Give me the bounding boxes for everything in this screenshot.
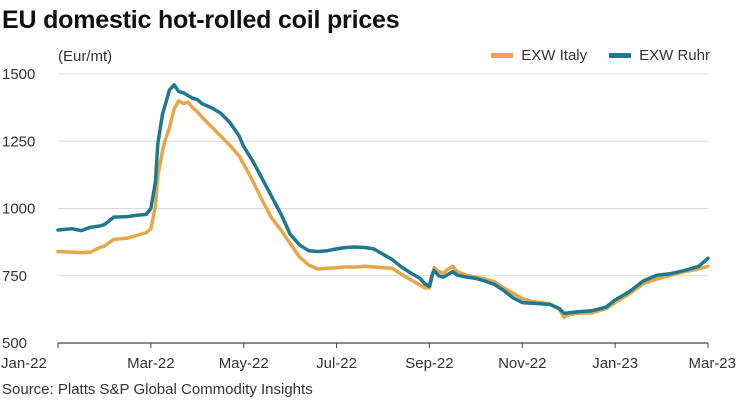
legend: EXW Italy EXW Ruhr [491,47,710,64]
y-tick-label: 500 [2,335,27,352]
legend-swatch-ruhr [609,53,632,58]
x-tick-label: Nov-22 [498,355,546,372]
x-tick-label: Mar-23 [688,355,736,372]
x-tick-label: Jan-22 [1,355,47,372]
y-tick-label: 1500 [2,66,35,83]
legend-swatch-italy [491,53,514,58]
legend-item-italy: EXW Italy [491,47,587,64]
legend-item-ruhr: EXW Ruhr [609,47,710,64]
y-axis-unit-label: (Eur/mt) [58,48,113,65]
y-tick-label: 750 [2,268,27,285]
y-tick-label: 1000 [2,201,35,218]
gridlines [58,73,708,277]
y-tick-label: 1250 [2,133,35,150]
series-line-italy [56,99,710,320]
x-tick-label: Jul-22 [316,355,357,372]
series-line-ruhr [56,83,710,316]
x-axis: Jan-22 Mar-22 May-22 Jul-22 Sep-22 Nov-22 Jan-… [1,342,736,372]
x-tick-label: May-22 [219,355,269,372]
legend-label-ruhr: EXW Ruhr [639,47,710,64]
series-lines [56,83,710,320]
x-tick-label: Mar-22 [127,355,175,372]
chart-title: EU domestic hot-rolled coil prices [2,6,400,34]
source-note: Source: Platts S&P Global Commodity Insi… [2,381,313,398]
legend-label-italy: EXW Italy [521,47,588,64]
x-tick-label: Jan-23 [592,355,638,372]
y-axis: 500 750 1000 1250 1500 [2,66,35,352]
x-tick-label: Sep-22 [405,355,453,372]
